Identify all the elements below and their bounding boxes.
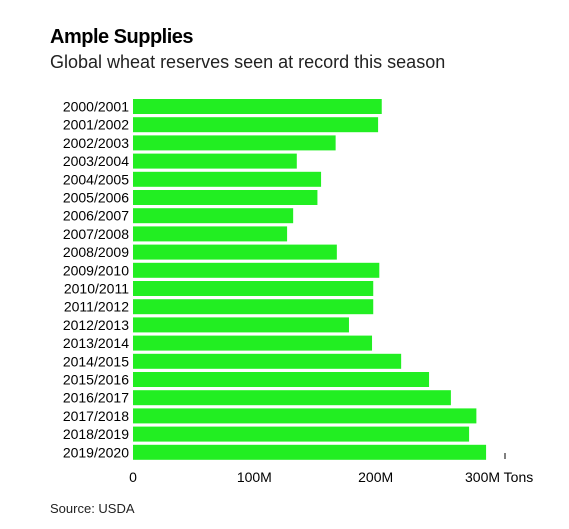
chart-subtitle: Global wheat reserves seen at record thi… bbox=[50, 52, 446, 72]
bar-2011-2012 bbox=[133, 299, 374, 315]
category-label: 2009/2010 bbox=[63, 262, 129, 278]
bar-2001-2002 bbox=[133, 117, 379, 133]
chart-title: Ample Supplies bbox=[50, 26, 194, 48]
x-tick-label: 200M bbox=[358, 469, 393, 485]
category-label: 2019/2020 bbox=[63, 444, 129, 460]
category-label: 2015/2016 bbox=[63, 372, 129, 388]
category-label: 2010/2011 bbox=[64, 281, 129, 297]
category-label: 2001/2002 bbox=[63, 117, 129, 133]
x-axis-ticks: 0 100M 200M 300M Tons bbox=[129, 453, 533, 485]
bar-2014-2015 bbox=[133, 353, 402, 369]
bar-2013-2014 bbox=[133, 335, 373, 351]
bar-2012-2013 bbox=[133, 317, 349, 333]
category-label: 2006/2007 bbox=[63, 208, 129, 224]
category-label: 2004/2005 bbox=[63, 171, 129, 187]
bars bbox=[133, 99, 487, 460]
x-tick-label: 0 bbox=[129, 469, 137, 485]
category-label: 2008/2009 bbox=[63, 244, 129, 260]
bar-2000-2001 bbox=[133, 99, 382, 114]
category-label: 2013/2014 bbox=[63, 335, 129, 351]
x-tick-label: 300M Tons bbox=[465, 469, 533, 485]
category-label: 2000/2001 bbox=[63, 99, 129, 115]
bar-2010-2011 bbox=[133, 281, 374, 296]
category-label: 2016/2017 bbox=[63, 390, 129, 406]
category-label: 2011/2012 bbox=[64, 299, 129, 315]
category-label: 2002/2003 bbox=[63, 135, 129, 151]
x-tick-label: 100M bbox=[237, 469, 272, 485]
bar-2007-2008 bbox=[133, 226, 288, 242]
bar-2002-2003 bbox=[133, 135, 336, 151]
bar-2018-2019 bbox=[133, 426, 470, 442]
bar-2016-2017 bbox=[133, 390, 451, 406]
bar-2019-2020 bbox=[133, 444, 487, 460]
category-label: 2003/2004 bbox=[63, 153, 129, 169]
bar-2003-2004 bbox=[133, 153, 297, 169]
bar-2017-2018 bbox=[133, 408, 477, 424]
bar-2005-2006 bbox=[133, 190, 318, 205]
bar-2008-2009 bbox=[133, 244, 337, 260]
source-note: Source: USDA bbox=[50, 501, 135, 516]
category-label: 2017/2018 bbox=[63, 408, 129, 424]
category-label: 2007/2008 bbox=[63, 226, 129, 242]
category-label: 2005/2006 bbox=[63, 190, 129, 206]
bar-2004-2005 bbox=[133, 171, 322, 187]
category-label: 2018/2019 bbox=[63, 426, 129, 442]
bar-2006-2007 bbox=[133, 208, 294, 224]
category-labels: 2000/2001 2001/2002 2002/2003 2003/2004 2004… bbox=[63, 99, 129, 461]
category-label: 2014/2015 bbox=[63, 353, 129, 369]
bar-2009-2010 bbox=[133, 262, 380, 278]
bar-2015-2016 bbox=[133, 372, 430, 387]
category-label: 2012/2013 bbox=[63, 317, 129, 333]
